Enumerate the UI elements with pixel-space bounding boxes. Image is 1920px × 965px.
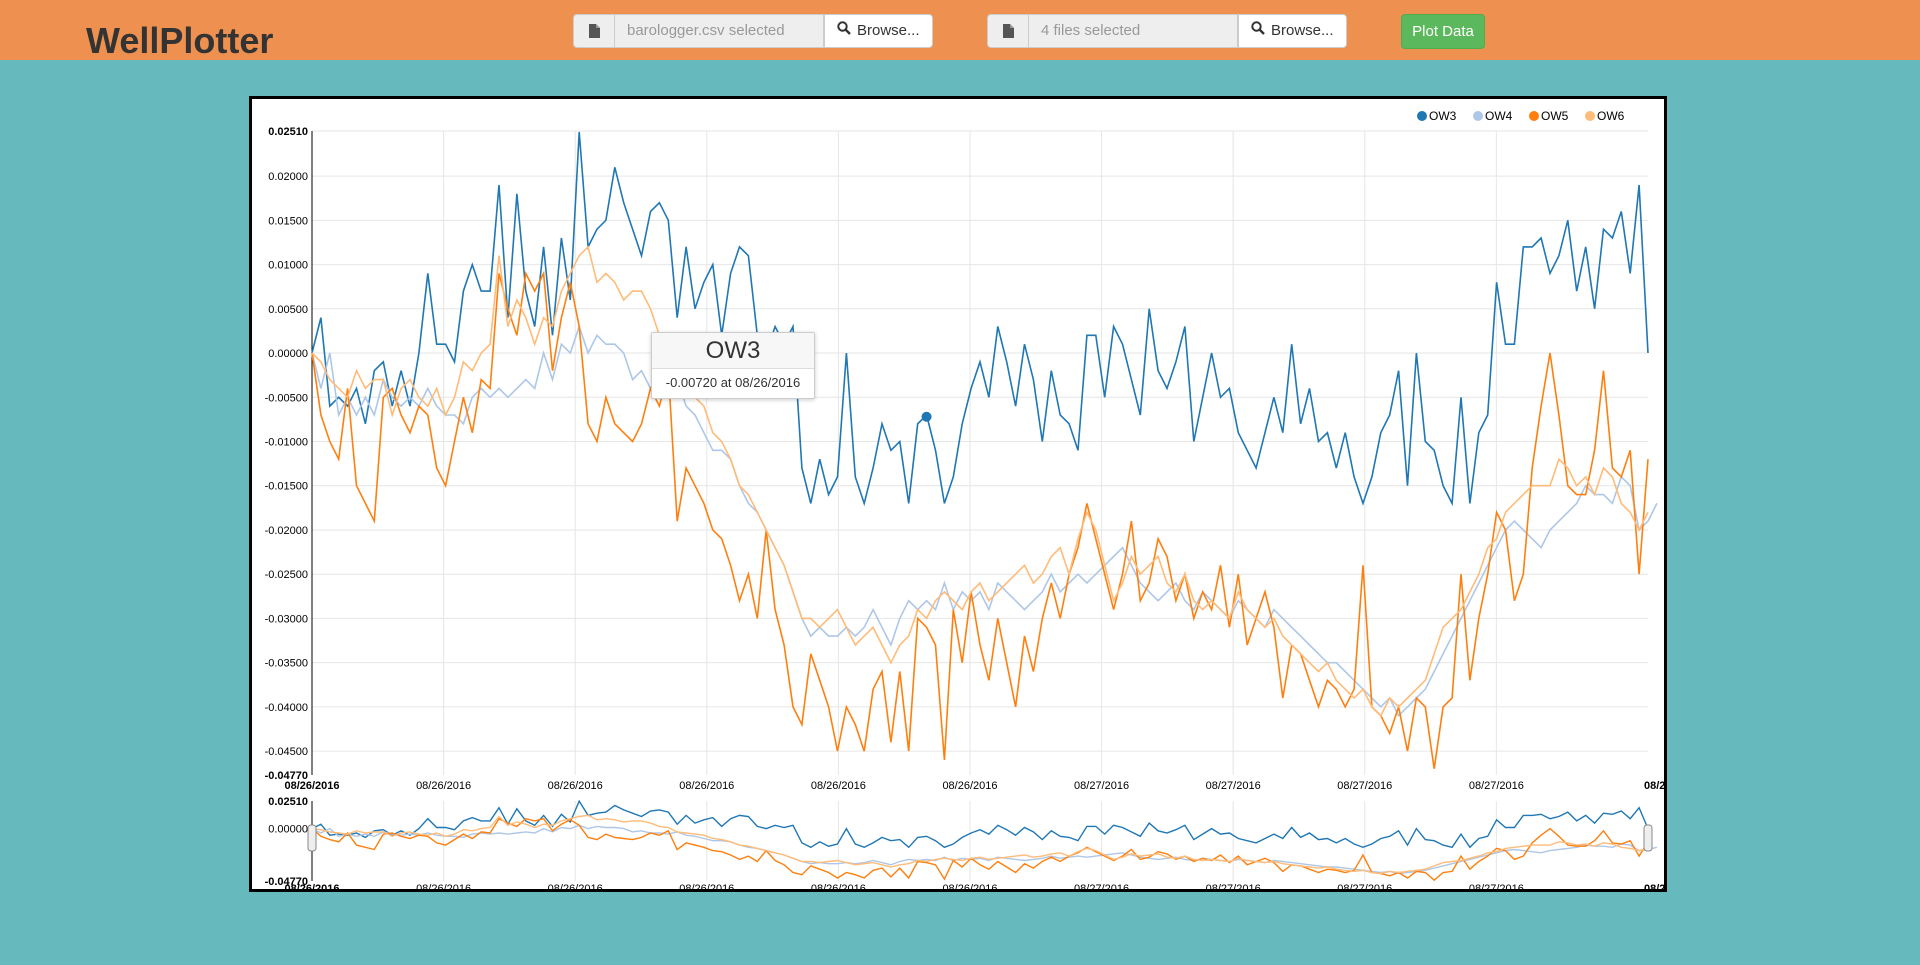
y-tick-label: -0.02500 <box>265 569 308 581</box>
chart-tooltip: OW3 -0.00720 at 08/26/2016 <box>651 332 815 399</box>
legend-swatch-ow5[interactable] <box>1529 111 1539 121</box>
x-tick-label: 08/27/2016 <box>1469 780 1524 792</box>
legend-swatch-ow3[interactable] <box>1417 111 1427 121</box>
nav-x-tick-label: 08/26/2016 <box>811 883 866 889</box>
y-tick-label: -0.04000 <box>265 702 308 714</box>
nav-handle-left[interactable] <box>307 824 317 852</box>
nav-series-line-ow5 <box>311 817 1649 882</box>
series-line-ow6[interactable] <box>311 245 1649 718</box>
legend-swatch-ow6[interactable] <box>1585 111 1595 121</box>
highlight-point[interactable] <box>921 411 932 422</box>
x-tick-label: 08/26/2016 <box>811 780 866 792</box>
nav-x-tick-label: 08/26/2016 <box>548 883 603 889</box>
navbar: WellPlotter barologger.csv selected Brow… <box>0 0 1920 61</box>
barologger-browse-button[interactable]: Browse... <box>824 14 933 48</box>
y-tick-label: 0.00000 <box>268 348 308 360</box>
y-max-label: 0.02510 <box>268 126 308 138</box>
y-tick-label: -0.04500 <box>265 746 308 758</box>
chart-svg[interactable]: 0.02000 0.01500 0.01000 0.00500 0.00000 -0.00… <box>252 99 1664 889</box>
nav-x-tick-label: 08/27/2016 <box>1074 883 1129 889</box>
x-end-label: 08/27/2016 <box>1644 780 1664 792</box>
app-brand: WellPlotter <box>86 20 274 61</box>
x-tick-label: 08/27/2016 <box>1337 780 1392 792</box>
nav-handle-right[interactable] <box>1643 824 1653 852</box>
chart-container: 0.02000 0.01500 0.01000 0.00500 0.00000 -0.00… <box>249 96 1667 892</box>
y-tick-label: -0.01500 <box>265 481 308 493</box>
browse-label: Browse... <box>857 22 920 39</box>
x-tick-label: 08/27/2016 <box>1074 780 1129 792</box>
y-tick-label: -0.00500 <box>265 392 308 404</box>
nav-series-line-ow6 <box>311 814 1649 875</box>
search-icon <box>1251 15 1265 47</box>
search-icon <box>837 15 851 47</box>
y-tick-label: -0.03500 <box>265 658 308 670</box>
x-tick-label: 08/26/2016 <box>679 780 734 792</box>
x-tick-label: 08/26/2016 <box>942 780 997 792</box>
tooltip-title: OW3 <box>652 333 814 369</box>
x-tick-label: 08/26/2016 <box>416 780 471 792</box>
legend-label-ow6: OW6 <box>1597 109 1625 123</box>
x-tick-label: 08/26/2016 <box>548 780 603 792</box>
y-tick-label: 0.02000 <box>268 171 308 183</box>
y-tick-label: -0.03000 <box>265 613 308 625</box>
nav-x-tick-label: 08/27/2016 <box>1206 883 1261 889</box>
nav-x-tick-label: 08/26/2016 <box>942 883 997 889</box>
nav-y-label: 0.02510 <box>268 796 308 808</box>
y-tick-label: -0.01000 <box>265 437 308 449</box>
plot-data-button[interactable]: Plot Data <box>1401 14 1485 49</box>
x-start-label: 08/26/2016 <box>284 780 339 792</box>
browse-label: Browse... <box>1271 22 1334 39</box>
well-files-group: 4 files selected Browse... <box>987 14 1347 48</box>
nav-y-label: -0.04770 <box>265 876 308 888</box>
y-tick-label: 0.01000 <box>268 260 308 272</box>
y-tick-label: -0.02000 <box>265 525 308 537</box>
nav-x-tick-label: 08/26/2016 <box>416 883 471 889</box>
legend-label-ow3: OW3 <box>1429 109 1457 123</box>
file-icon <box>987 14 1028 48</box>
nav-x-start-label: 08/26/2016 <box>284 883 339 889</box>
x-tick-label: 08/27/2016 <box>1206 780 1261 792</box>
well-files-input[interactable]: 4 files selected <box>1028 14 1238 48</box>
legend-label-ow4: OW4 <box>1485 109 1513 123</box>
series-line-ow4[interactable] <box>311 323 1658 718</box>
tooltip-value: -0.00720 at 08/26/2016 <box>665 375 801 390</box>
file-icon <box>573 14 614 48</box>
y-min-label: -0.04770 <box>265 770 308 782</box>
nav-y-label: 0.00000 <box>268 824 308 836</box>
y-tick-label: 0.00500 <box>268 304 308 316</box>
nav-series-line-ow3 <box>311 799 1649 849</box>
well-files-browse-button[interactable]: Browse... <box>1238 14 1347 48</box>
y-tick-label: 0.01500 <box>268 215 308 227</box>
nav-x-tick-label: 08/26/2016 <box>679 883 734 889</box>
barologger-file-input[interactable]: barologger.csv selected <box>614 14 824 48</box>
nav-x-tick-label: 08/27/2016 <box>1469 883 1524 889</box>
nav-x-tick-label: 08/27/2016 <box>1337 883 1392 889</box>
series-line-ow3[interactable] <box>311 131 1649 507</box>
series-line-ow5[interactable] <box>311 270 1649 769</box>
legend-swatch-ow4[interactable] <box>1473 111 1483 121</box>
legend-label-ow5: OW5 <box>1541 109 1569 123</box>
nav-series-line-ow4 <box>311 824 1658 875</box>
nav-x-end-label: 08/27/2016 <box>1644 883 1664 889</box>
barologger-file-group: barologger.csv selected Browse... <box>573 14 933 48</box>
